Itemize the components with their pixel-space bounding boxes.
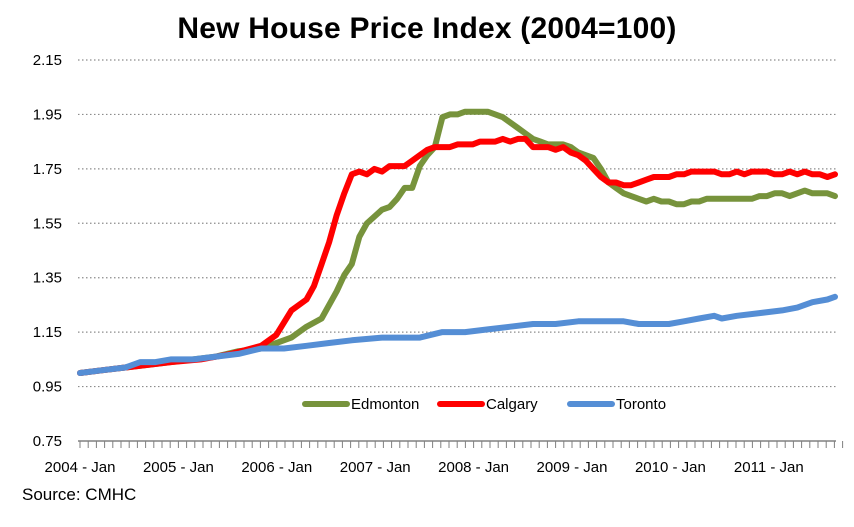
x-tick-label: 2006 - Jan (241, 459, 312, 476)
y-tick-label: 1.35 (33, 270, 62, 287)
x-tick-label: 2004 - Jan (45, 459, 116, 476)
series-line-calgary (77, 135, 838, 376)
series-line-toronto (77, 293, 838, 376)
series-line-edmonton (77, 108, 838, 376)
y-tick-label: 2.15 (33, 52, 62, 69)
x-tick-label: 2007 - Jan (340, 459, 411, 476)
series-lines (77, 108, 838, 376)
chart-title: New House Price Index (2004=100) (177, 12, 677, 45)
x-tick-label: 2005 - Jan (143, 459, 214, 476)
axes: 0.75 0.95 1.15 1.35 1.55 1.75 1.95 2.15 2004 - J… (33, 52, 844, 476)
y-tick-label: 1.75 (33, 161, 62, 178)
legend-label-toronto: Toronto (616, 396, 666, 413)
y-tick-label: 0.75 (33, 433, 62, 450)
x-tick-label: 2011 - Jan (734, 459, 804, 476)
grid-lines (78, 59, 836, 388)
y-tick-label: 1.55 (33, 215, 62, 232)
y-tick-label: 1.95 (33, 106, 62, 123)
source-note: Source: CMHC (22, 485, 137, 504)
x-tick-label: 2008 - Jan (438, 459, 509, 476)
legend-label-edmonton: Edmonton (351, 396, 419, 413)
y-tick-label: 1.15 (33, 324, 62, 341)
legend-label-calgary: Calgary (486, 396, 538, 413)
y-tick-label: 0.95 (33, 379, 62, 396)
legend: Edmonton Calgary Toronto (302, 396, 666, 413)
x-tick-label: 2010 - Jan (635, 459, 706, 476)
x-tick-label: 2009 - Jan (537, 459, 608, 476)
